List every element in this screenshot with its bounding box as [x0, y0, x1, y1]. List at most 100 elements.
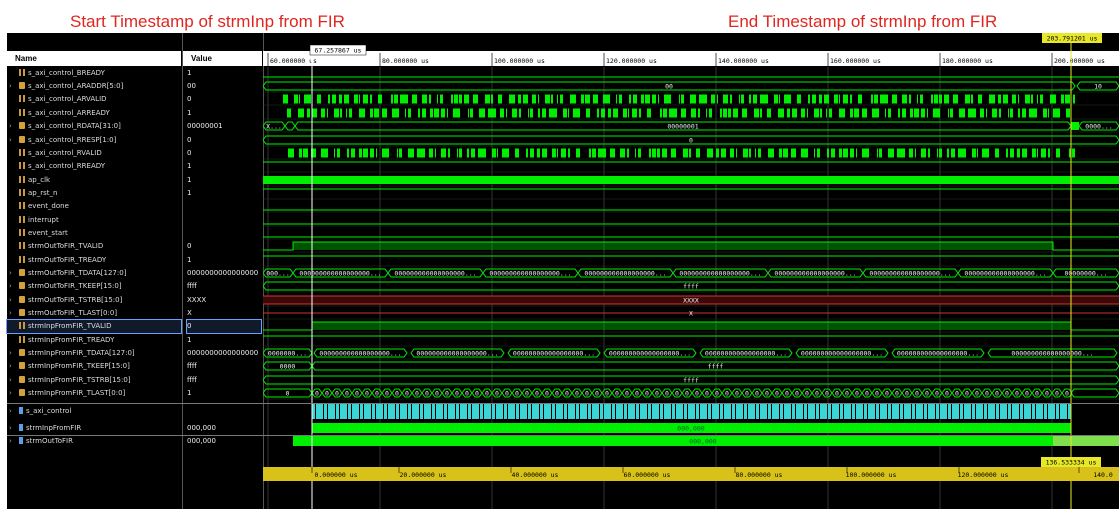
group-activity [480, 403, 481, 419]
signal-row-10[interactable]: event_done [7, 200, 181, 213]
signal-row-6[interactable]: s_axi_control_RVALID [7, 147, 181, 160]
signal-row-7[interactable]: s_axi_control_RREADY [7, 160, 181, 173]
bus-value-label: 0 [805, 390, 809, 398]
signal-row-20[interactable]: strmInpFromFIR_TREADY [7, 334, 181, 347]
expand-chevron-icon[interactable]: › [9, 296, 12, 304]
expand-chevron-icon[interactable]: › [9, 389, 12, 397]
signal-value: 1 [187, 69, 192, 77]
group-activity [996, 403, 997, 419]
signal-row-9[interactable]: ap_rst_n [7, 187, 181, 200]
signal-name: event_done [28, 202, 69, 210]
expand-chevron-icon[interactable]: › [9, 282, 12, 290]
wave-pulse [753, 94, 757, 104]
signal-row-21[interactable]: › strmInpFromFIR_TDATA[127:0] [7, 347, 181, 360]
wave-pulse [586, 108, 587, 118]
signal-value: 1 [187, 162, 192, 170]
wave-pulse [898, 108, 900, 118]
signal-row-0[interactable]: s_axi_control_BREADY [7, 67, 181, 80]
signal-row-23[interactable]: › strmInpFromFIR_TSTRB[15:0] [7, 374, 181, 387]
bus-value-label: 0 [585, 390, 589, 398]
wave-pulse [1065, 94, 1070, 104]
signal-row-13[interactable]: strmOutToFIR_TVALID [7, 240, 181, 253]
bus-value-label: 0 [455, 390, 459, 398]
group-activity [696, 403, 697, 419]
signal-row-25[interactable]: › s_axi_control [7, 405, 181, 418]
wave-pulse [1018, 108, 1020, 118]
group-activity [475, 403, 479, 419]
signal-row-17[interactable]: › strmOutToFIR_TSTRB[15:0] [7, 294, 181, 307]
signal-row-3[interactable]: s_axi_control_ARREADY [7, 107, 181, 120]
signal-row-12[interactable]: event_start [7, 227, 181, 240]
wave-pulse [551, 94, 553, 104]
expand-chevron-icon[interactable]: › [9, 437, 12, 445]
wave-pulse [953, 94, 957, 104]
wave-pulse [859, 94, 862, 104]
signal-row-18[interactable]: › strmOutToFIR_TLAST[0:0] [7, 307, 181, 320]
group-activity [355, 403, 359, 419]
signal-row-16[interactable]: › strmOutToFIR_TKEEP[15:0] [7, 280, 181, 293]
expand-chevron-icon[interactable]: › [9, 136, 12, 144]
signal-row-2[interactable]: s_axi_control_ARVALID [7, 93, 181, 106]
signal-bit-icon [19, 176, 25, 183]
waveform-canvas[interactable]: 60.000000 us 80.000000 us 100.000000 us 120… [263, 33, 1119, 509]
signal-row-15[interactable]: › strmOutToFIR_TDATA[127:0] [7, 267, 181, 280]
wave-pulse [386, 108, 387, 118]
wave-pulse [1012, 94, 1016, 104]
value-column-header[interactable]: Value [183, 51, 262, 66]
group-activity [967, 403, 971, 419]
signal-value: 1 [187, 336, 192, 344]
bottom-scroll-area[interactable] [7, 509, 1119, 522]
wave-pulse [638, 148, 641, 158]
wave-pulse [528, 108, 529, 118]
wave-pulse [669, 94, 671, 104]
signal-row-8[interactable]: ap_clk [7, 174, 181, 187]
wave-pulse [627, 148, 629, 158]
group-activity [697, 403, 699, 419]
expand-chevron-icon[interactable]: › [9, 407, 12, 415]
bus-value-label: 000,000 [689, 438, 716, 446]
signal-bit-icon [19, 109, 25, 116]
wave-pulse [410, 148, 414, 158]
expand-chevron-icon[interactable]: › [9, 349, 12, 357]
signal-row-26[interactable]: › strmInpFromFIR [7, 422, 181, 435]
name-column-header[interactable]: Name [7, 51, 181, 66]
delta-ruler-label: 60.000000 us [624, 471, 671, 479]
signal-row-27[interactable]: › strmOutToFIR [7, 435, 181, 448]
signal-row-5[interactable]: › s_axi_control_RRESP[1:0] [7, 134, 181, 147]
wave-pulse [485, 94, 490, 104]
wave-pulse [839, 148, 842, 158]
group-activity [847, 403, 851, 419]
expand-chevron-icon[interactable]: › [9, 122, 12, 130]
expand-chevron-icon[interactable]: › [9, 376, 12, 384]
group-activity [360, 403, 361, 419]
expand-chevron-icon[interactable]: › [9, 362, 12, 370]
signal-row-1[interactable]: › s_axi_control_ARADDR[5:0] [7, 80, 181, 93]
group-activity [856, 403, 859, 419]
group-activity [816, 403, 817, 419]
signal-row-4[interactable]: › s_axi_control_RDATA[31:0] [7, 120, 181, 133]
group-activity [349, 403, 351, 419]
signal-row-22[interactable]: › strmInpFromFIR_TKEEP[15:0] [7, 360, 181, 373]
bus-value-label: 000000000000000000... [705, 350, 787, 358]
wave-pulse [283, 94, 288, 104]
group-activity [684, 403, 685, 419]
expand-chevron-icon[interactable]: › [9, 82, 12, 90]
signal-row-14[interactable]: strmOutToFIR_TREADY [7, 254, 181, 267]
wave-pulse [408, 148, 410, 158]
bus-value-label: 0 [845, 390, 849, 398]
expand-chevron-icon[interactable]: › [9, 424, 12, 432]
group-activity [664, 403, 667, 419]
wave-pulse [995, 148, 996, 158]
wave-pulse [429, 94, 431, 104]
bus-value-label: 0 [525, 390, 529, 398]
signal-row-24[interactable]: › strmInpFromFIR_TLAST[0:0] [7, 387, 181, 400]
expand-chevron-icon[interactable]: › [9, 269, 12, 277]
group-activity [625, 403, 627, 419]
wave-pulse [820, 108, 822, 118]
ruler-tick-label: 200.000000 us [1054, 57, 1105, 65]
signal-row-19[interactable]: strmInpFromFIR_TVALID [6, 319, 182, 334]
signal-row-11[interactable]: interrupt [7, 214, 181, 227]
delta-ruler [263, 467, 1119, 481]
expand-chevron-icon[interactable]: › [9, 309, 12, 317]
wave-pulse [498, 94, 499, 104]
